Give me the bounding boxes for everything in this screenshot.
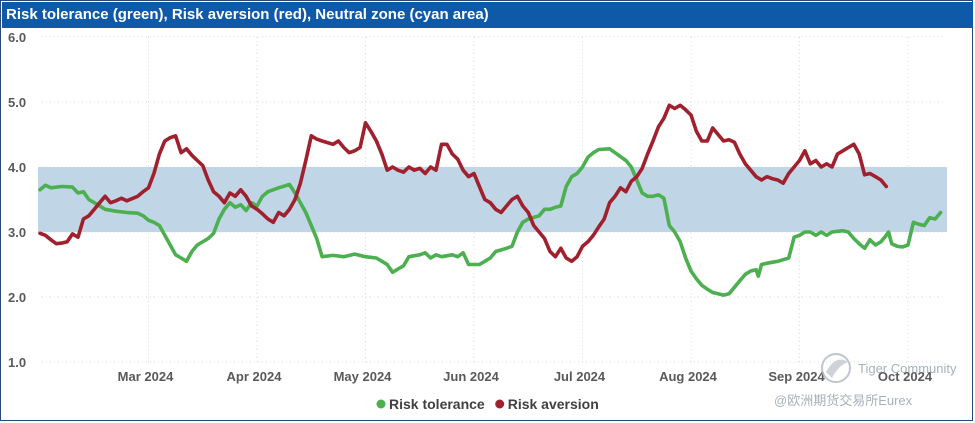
series-line-risk-aversion — [38, 103, 889, 264]
y-axis-ticks: 1.0 2.0 3.0 4.0 5.0 6.0 — [8, 30, 26, 370]
x-tick-label: Apr 2024 — [227, 369, 283, 384]
watermark-logo-mark — [826, 359, 848, 378]
series-line-risk-tolerance — [38, 147, 943, 297]
y-tick-label: 3.0 — [8, 225, 26, 240]
x-tick-label: Jun 2024 — [443, 369, 499, 384]
neutral-zone-band — [38, 167, 947, 232]
series-lines — [38, 103, 943, 297]
legend-marker — [376, 399, 386, 409]
y-tick-label: 4.0 — [8, 160, 26, 175]
watermark-line1: Tiger Community — [858, 361, 957, 376]
y-tick-label: 5.0 — [8, 95, 26, 110]
legend-label: Risk aversion — [508, 396, 599, 412]
watermark-line2: @欧洲期货交易所Eurex — [774, 393, 913, 408]
x-tick-label: Jul 2024 — [554, 369, 606, 384]
legend: Risk tolerance Risk aversion — [376, 396, 599, 412]
watermark-logo-icon — [821, 353, 851, 383]
x-tick-label: Mar 2024 — [118, 369, 174, 384]
x-tick-label: Sep 2024 — [768, 369, 825, 384]
x-tick-label: Aug 2024 — [659, 369, 718, 384]
legend-label: Risk tolerance — [389, 396, 485, 412]
legend-marker — [495, 399, 505, 409]
y-tick-label: 1.0 — [8, 355, 26, 370]
chart-title: Risk tolerance (green), Risk aversion (r… — [2, 2, 973, 28]
watermark: Tiger Community @欧洲期货交易所Eurex — [774, 353, 957, 408]
x-tick-label: May 2024 — [334, 369, 393, 384]
x-tick-label: Oct 2024 — [878, 369, 933, 384]
y-tick-label: 6.0 — [8, 30, 26, 45]
x-axis-ticks: Mar 2024 Apr 2024 May 2024 Jun 2024 Jul 2024… — [118, 369, 933, 384]
y-tick-label: 2.0 — [8, 290, 26, 305]
